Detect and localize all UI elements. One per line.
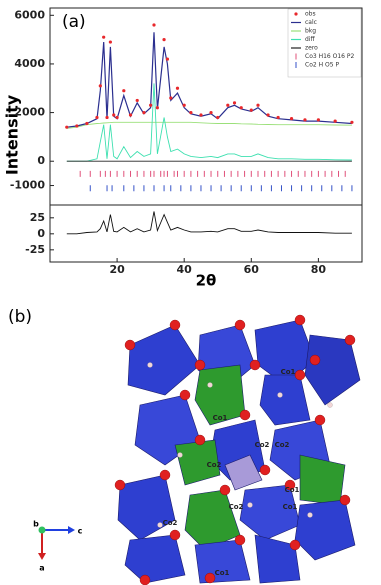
- y-axis-label: Intensity: [3, 94, 22, 175]
- legend-box: [287, 8, 362, 78]
- obs-point: [169, 96, 173, 100]
- y-tick-label: 6000: [14, 8, 45, 21]
- obs-point: [316, 118, 320, 122]
- y2-tick-label: 25: [30, 211, 45, 224]
- obs-point: [95, 115, 99, 120]
- legend-label: obs: [305, 11, 316, 18]
- atom-label: Co1: [285, 486, 300, 494]
- x-tick-label: 80: [311, 263, 327, 276]
- y2-tick-label: 0: [37, 227, 45, 240]
- axis-letter: c: [78, 527, 83, 536]
- x-tick-label: 20: [109, 263, 125, 276]
- obs-point: [162, 38, 166, 42]
- obs-point: [216, 115, 220, 120]
- obs-point: [152, 23, 156, 27]
- obs-point: [232, 101, 237, 105]
- legend-label: bkg: [305, 28, 316, 35]
- obs-point: [122, 89, 126, 93]
- series-line: [66, 32, 352, 128]
- obs-point: [155, 106, 159, 110]
- series-line: [66, 121, 352, 129]
- y-tick-label: 4000: [14, 57, 45, 70]
- axis-triad: [38, 526, 75, 560]
- structure-figure: (b) Co1 Co1 Co2 Co2: [8, 307, 361, 585]
- obs-point: [85, 121, 89, 126]
- obs-point: [256, 103, 260, 107]
- series-line: [66, 211, 352, 235]
- atom-label: Co2: [275, 441, 290, 449]
- obs-point: [199, 113, 203, 117]
- legend-label: Co2 H O5 P: [305, 62, 339, 69]
- x-tick-label: 40: [177, 263, 193, 276]
- atom-label: Co1: [281, 368, 296, 376]
- axis-letter: a: [39, 564, 44, 573]
- obs-point: [209, 110, 213, 115]
- obs-point: [249, 108, 253, 112]
- obs-point: [182, 103, 186, 107]
- obs-point: [276, 115, 280, 120]
- atom-label: Co2: [229, 503, 244, 511]
- legend-label: zero: [305, 45, 318, 52]
- series-line: [66, 83, 352, 162]
- obs-point: [142, 110, 146, 115]
- legend-swatch: [294, 12, 298, 16]
- panel-label: (a): [62, 12, 86, 32]
- obs-point: [65, 125, 69, 129]
- y-tick-label: -1000: [10, 179, 46, 192]
- obs-point: [266, 113, 270, 117]
- plot-frame: [49, 7, 363, 263]
- obs-point: [226, 103, 230, 107]
- y-tick-label: 2000: [14, 106, 45, 119]
- obs-point: [303, 118, 307, 122]
- obs-point: [108, 40, 112, 44]
- axis-letter: b: [33, 520, 39, 529]
- panel-label: (b): [8, 307, 32, 327]
- obs-point: [115, 115, 119, 120]
- atom-label: Co1: [215, 569, 230, 577]
- atom-label: Co2: [163, 519, 178, 527]
- obs-point: [102, 35, 106, 39]
- legend-label: Co3 H16 O16 P2: [305, 53, 355, 60]
- obs-point: [189, 110, 193, 115]
- obs-point: [289, 117, 294, 121]
- obs-point: [239, 106, 243, 110]
- obs-point: [105, 115, 109, 120]
- obs-point: [75, 124, 79, 128]
- x-tick-label: 60: [244, 263, 260, 276]
- legend-label: diff: [305, 36, 315, 43]
- y-tick-label: 0: [37, 154, 45, 167]
- y2-tick-label: -25: [25, 243, 45, 256]
- chart: (a) 2θ Intensity 20 40 60 80 -1000 0 2000 4000 6…: [3, 7, 363, 290]
- obs-point: [135, 98, 139, 103]
- obs-point: [149, 103, 153, 107]
- obs-point: [98, 84, 102, 88]
- oxygen-atoms: [114, 314, 356, 585]
- x-axis-label: 2θ: [196, 272, 217, 290]
- hydrogen-atoms: [147, 362, 333, 528]
- obs-point: [350, 120, 354, 124]
- atom-label: Co2: [255, 441, 270, 449]
- obs-point: [112, 113, 116, 117]
- obs-point: [165, 57, 170, 61]
- atom-label: Co1: [213, 414, 228, 422]
- obs-point: [175, 86, 180, 90]
- legend-label: calc: [305, 19, 317, 26]
- atom-label: Co1: [283, 503, 298, 511]
- atom-label: Co2: [207, 461, 222, 469]
- obs-point: [128, 113, 133, 117]
- obs-point: [333, 119, 337, 123]
